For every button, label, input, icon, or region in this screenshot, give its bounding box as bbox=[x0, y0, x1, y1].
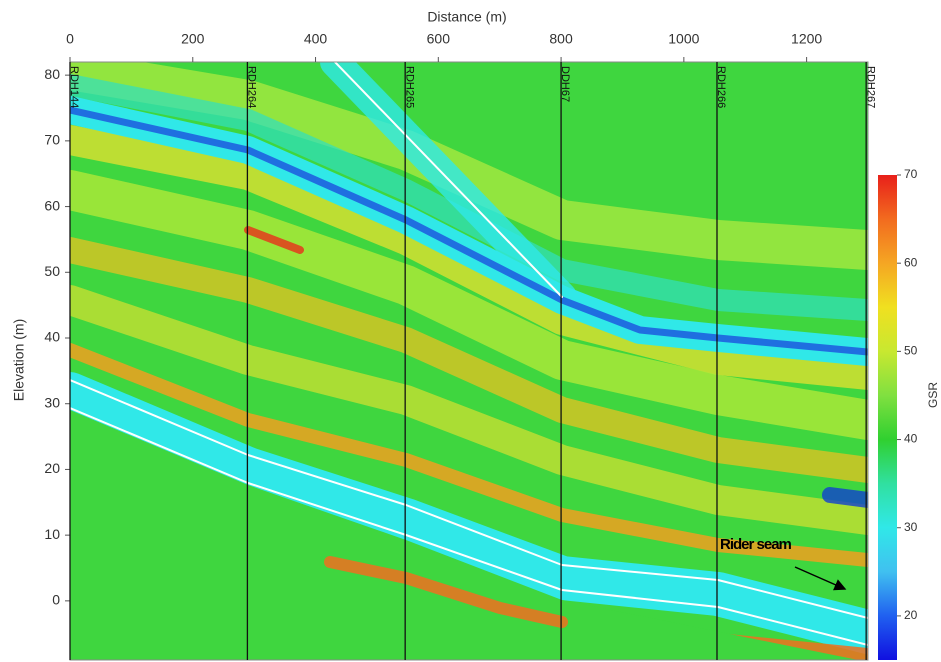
band bbox=[70, 125, 868, 390]
marks: 0 200 400 600 800 1000 1200 0 10 20 30 40 50 60 70 80 RD… bbox=[44, 31, 918, 660]
band bbox=[70, 343, 868, 567]
band bbox=[70, 285, 868, 535]
borehole-label: RDH266 bbox=[715, 66, 727, 108]
colorbar-tick-label: 40 bbox=[904, 432, 918, 446]
white-line bbox=[70, 407, 868, 646]
borehole-label: RDH264 bbox=[245, 66, 257, 108]
y-tick-label: 40 bbox=[44, 329, 60, 345]
x-tick-label: 200 bbox=[181, 31, 205, 47]
y-tick-label: 10 bbox=[44, 526, 60, 542]
y-tick-label: 30 bbox=[44, 394, 60, 410]
annotation-arrow bbox=[794, 566, 847, 591]
colorbar-title: GSR bbox=[926, 382, 940, 408]
x-tick-label: 0 bbox=[66, 31, 74, 47]
y-tick-label: 20 bbox=[44, 460, 60, 476]
y-tick-label: 70 bbox=[44, 132, 60, 148]
field-bands bbox=[70, 62, 868, 660]
band bbox=[324, 556, 568, 628]
borehole-label: RDH267 bbox=[864, 66, 876, 108]
colorbar-tick-label: 70 bbox=[904, 167, 918, 181]
borehole-label: RDH144 bbox=[68, 66, 80, 108]
y-tick-label: 80 bbox=[44, 66, 60, 82]
colorbar-tick-label: 50 bbox=[904, 344, 918, 358]
annotation: Rider seam bbox=[720, 536, 792, 553]
band bbox=[70, 62, 868, 270]
x-tick-label: 1200 bbox=[791, 31, 822, 47]
colorbar-tick-label: 20 bbox=[904, 608, 918, 622]
x-tick-label: 400 bbox=[304, 31, 328, 47]
band bbox=[70, 237, 868, 483]
white-line bbox=[334, 62, 563, 298]
colorbar-tick-label: 30 bbox=[904, 520, 918, 534]
y-axis-title: Elevation (m) bbox=[11, 319, 27, 401]
white-line bbox=[70, 379, 868, 619]
y-tick-label: 50 bbox=[44, 263, 60, 279]
y-tick-label: 60 bbox=[44, 197, 60, 213]
y-tick-label: 0 bbox=[52, 592, 60, 608]
band bbox=[70, 372, 868, 654]
x-tick-label: 1000 bbox=[668, 31, 699, 47]
x-tick-label: 600 bbox=[427, 31, 451, 47]
lower-fill bbox=[70, 410, 859, 660]
x-tick-label: 800 bbox=[549, 31, 573, 47]
colorbar bbox=[878, 175, 897, 660]
contour-field bbox=[70, 62, 868, 660]
band bbox=[244, 226, 304, 254]
colorbar-tick-label: 60 bbox=[904, 255, 918, 269]
band bbox=[70, 170, 868, 440]
x-axis-title: Distance (m) bbox=[427, 9, 506, 25]
borehole-label: DDH67 bbox=[559, 66, 571, 102]
borehole-label: RDH265 bbox=[403, 66, 415, 108]
band bbox=[822, 487, 868, 508]
